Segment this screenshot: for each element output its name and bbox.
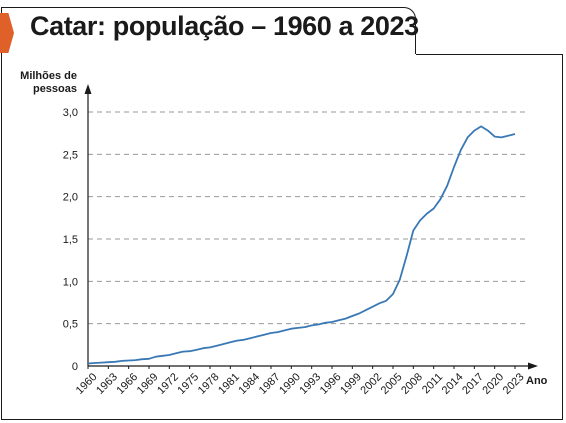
x-tick-label: 2011 — [420, 371, 445, 396]
y-axis-arrow — [84, 84, 92, 94]
x-tick-label: 1963 — [94, 371, 120, 397]
y-tick-label: 1,0 — [63, 276, 78, 288]
x-tick-label: 2008 — [399, 371, 425, 397]
x-tick-label: 1969 — [135, 371, 161, 397]
x-tick-label: 1996 — [318, 371, 344, 397]
y-tick-label: 0,5 — [63, 319, 78, 331]
x-tick-label: 1993 — [297, 371, 323, 397]
population-series-line — [87, 125, 516, 365]
y-tick-label: 3,0 — [63, 107, 78, 119]
gridlines — [88, 111, 528, 325]
x-tick-label: 2014 — [440, 371, 466, 397]
x-tick-label: 1960 — [74, 371, 100, 397]
x-tick-label: 2002 — [358, 371, 384, 397]
x-tick-label: 1975 — [175, 371, 201, 397]
y-tick-labels: 0 0,5 1,0 1,5 2,0 2,5 3,0 — [63, 107, 78, 373]
y-tick-label: 1,5 — [63, 234, 78, 246]
y-tick-label: 0 — [72, 361, 78, 373]
x-tick-label: 2005 — [379, 371, 405, 397]
x-tick-label: 1972 — [155, 371, 181, 397]
y-tick-label: 2,5 — [63, 149, 78, 161]
x-tick-label: 1978 — [196, 371, 222, 397]
x-axis-arrow — [528, 362, 538, 370]
x-tick-labels: 1960196319661969197219751978198119841987… — [74, 366, 527, 397]
x-tick-label: 1999 — [338, 371, 364, 397]
title-marker — [0, 13, 14, 53]
x-tick-label: 2020 — [480, 371, 506, 397]
x-axis-label: Ano — [526, 375, 548, 387]
x-tick-label: 1987 — [257, 371, 283, 397]
x-tick-label: 1966 — [114, 371, 140, 397]
x-tick-label: 1990 — [277, 371, 303, 397]
x-tick-label: 1984 — [236, 371, 262, 397]
y-axis-label-line1: Milhões de — [20, 70, 77, 82]
x-tick-label: 2017 — [460, 371, 486, 397]
chart-title: Catar: população – 1960 a 2023 — [30, 11, 419, 41]
y-axis-label-line2: pessoas — [33, 83, 77, 95]
y-tick-label: 2,0 — [63, 192, 78, 204]
x-tick-label: 2023 — [501, 371, 527, 397]
x-tick-label: 1981 — [216, 371, 242, 397]
